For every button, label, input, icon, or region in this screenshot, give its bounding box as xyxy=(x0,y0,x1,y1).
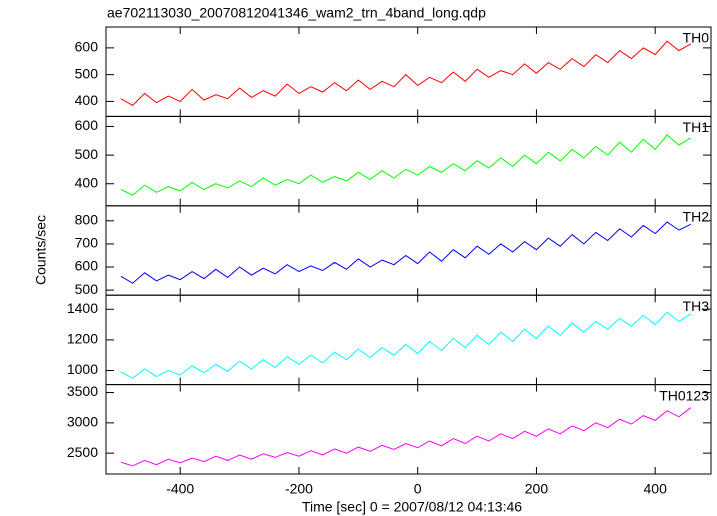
series-label: TH3 xyxy=(683,298,710,314)
y-tick-label: 1000 xyxy=(67,361,98,377)
data-line xyxy=(120,40,692,107)
x-tick-label: 0 xyxy=(414,481,422,497)
y-tick-label: 3500 xyxy=(67,383,98,399)
panel-frame xyxy=(105,384,712,475)
y-tick-label: 600 xyxy=(75,258,99,274)
x-axis-label: Time [sec] 0 = 2007/08/12 04:13:46 xyxy=(302,499,522,515)
data-line xyxy=(120,311,692,379)
data-line xyxy=(120,407,692,467)
y-tick-label: 500 xyxy=(75,281,99,297)
series-label: TH0 xyxy=(683,30,710,46)
x-tick-label: 200 xyxy=(525,481,549,497)
y-tick-label: 400 xyxy=(75,174,99,190)
y-tick-label: 400 xyxy=(75,92,99,108)
y-tick-label: 1200 xyxy=(67,331,98,347)
y-tick-label: 800 xyxy=(75,212,99,228)
y-tick-label: 600 xyxy=(75,117,99,133)
data-line xyxy=(120,134,692,196)
y-axis-label: Counts/sec xyxy=(33,215,49,285)
x-tick-label: 400 xyxy=(644,481,668,497)
x-tick-label: -400 xyxy=(166,481,194,497)
y-tick-label: 500 xyxy=(75,65,99,81)
series-label: TH2 xyxy=(683,209,710,225)
y-tick-label: 1400 xyxy=(67,300,98,316)
series-label: TH1 xyxy=(683,119,710,135)
chart-title: ae702113030_20070812041346_wam2_trn_4ban… xyxy=(107,5,486,21)
data-line xyxy=(120,221,692,284)
y-tick-label: 500 xyxy=(75,146,99,162)
y-tick-label: 600 xyxy=(75,39,99,55)
y-tick-label: 700 xyxy=(75,235,99,251)
series-label: TH0123 xyxy=(659,387,709,403)
y-tick-label: 2500 xyxy=(67,444,98,460)
y-tick-label: 3000 xyxy=(67,414,98,430)
x-tick-label: -200 xyxy=(285,481,313,497)
